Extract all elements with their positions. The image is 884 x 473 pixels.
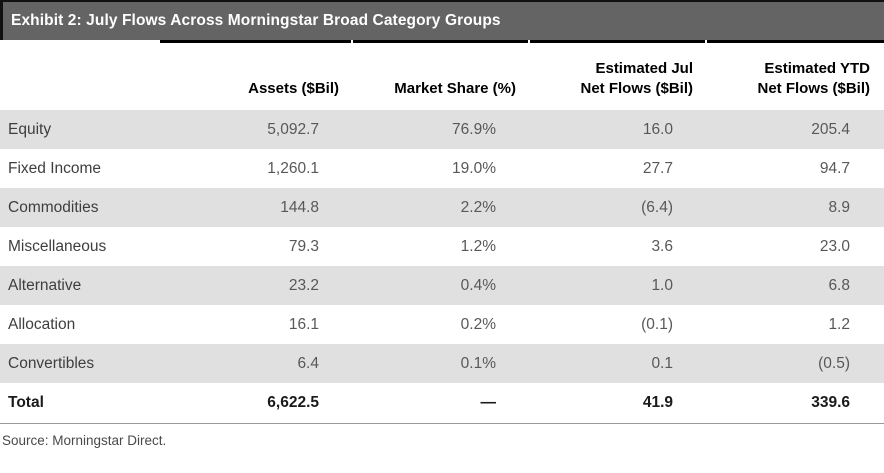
row-label: Convertibles [8,354,95,372]
header-line1: Estimated Jul [595,60,693,77]
rule-segment [707,40,884,43]
exhibit-title: Exhibit 2: July Flows Across Morningstar… [11,12,501,29]
table-cell-assets: 5,092.7 [267,120,319,138]
table-cell-assets: 16.1 [288,315,319,333]
header-line1: Estimated YTD [764,60,870,77]
table-cell-est_ytd_net_flows: 1.2 [828,315,850,333]
table-cell-est_jul_net_flows: 3.6 [651,237,673,255]
rule-segment [160,40,351,43]
table-cell-market_share: — [480,394,497,411]
table-row: Allocation 16.1 0.2% (0.1) 1.2 [0,305,884,344]
table-cell-est_jul_net_flows: 16.0 [642,120,673,138]
table-cell-assets: 1,260.1 [267,159,319,177]
table-cell-market_share: 19.0% [452,159,496,177]
header-line2: Net Flows ($Bil) [580,79,693,97]
row-label: Miscellaneous [8,237,107,255]
row-label: Equity [8,120,52,138]
table-cell-est_jul_net_flows: (0.1) [641,315,673,333]
table-cell-est_ytd_net_flows: 205.4 [811,120,850,138]
table-cell-est_ytd_net_flows: 8.9 [828,198,850,216]
exhibit-table: Exhibit 2: July Flows Across Morningstar… [0,0,884,448]
table-cell-est_jul_net_flows: 27.7 [642,159,673,177]
table-cell-market_share: 76.9% [452,120,496,138]
row-label: Fixed Income [8,159,102,177]
row-label: Alternative [8,276,82,294]
table-cell-market_share: 0.2% [460,315,496,333]
header-line2: Net Flows ($Bil) [757,79,870,97]
table-cell-market_share: 0.1% [460,354,496,372]
table-row: Miscellaneous 79.3 1.2% 3.6 23.0 [0,227,884,266]
exhibit-title-bar: Exhibit 2: July Flows Across Morningstar… [0,0,884,40]
table-cell-est_jul_net_flows: 1.0 [651,276,673,294]
table-row: Commodities 144.8 2.2% (6.4) 8.9 [0,188,884,227]
table-cell-est_jul_net_flows: 0.1 [651,354,673,372]
column-header-est-jul-net-flows: Estimated Jul Net Flows ($Bil) [530,59,707,98]
table-row-total: Total 6,622.5 — 41.9 339.6 [0,383,884,423]
table-row: Convertibles 6.4 0.1% 0.1 (0.5) [0,344,884,383]
table-row: Alternative 23.2 0.4% 1.0 6.8 [0,266,884,305]
footer-rule [0,423,884,424]
table-cell-market_share: 1.2% [460,237,496,255]
column-header-est-ytd-net-flows: Estimated YTD Net Flows ($Bil) [707,59,884,98]
table-cell-market_share: 0.4% [460,276,496,294]
table-body: Equity 5,092.7 76.9% 16.0 205.4 Fixed Income 1… [0,110,884,423]
table-cell-assets: 6.4 [297,354,319,372]
table-cell-market_share: 2.2% [460,198,496,216]
table-cell-assets: 23.2 [288,276,319,294]
table-cell-assets: 6,622.5 [267,394,319,411]
column-header-assets: Assets ($Bil) [248,79,339,97]
column-header-market-share: Market Share (%) [394,79,516,97]
table-cell-est_ytd_net_flows: 6.8 [828,276,850,294]
table-cell-est_ytd_net_flows: (0.5) [818,354,850,372]
table-cell-est_ytd_net_flows: 339.6 [811,394,850,411]
rule-segment [530,40,705,43]
column-top-rule [160,40,884,43]
table-cell-est_ytd_net_flows: 23.0 [819,237,850,255]
row-label: Total [8,394,44,411]
rule-segment [353,40,528,43]
row-label: Commodities [8,198,99,216]
table-row: Fixed Income 1,260.1 19.0% 27.7 94.7 [0,149,884,188]
table-row: Equity 5,092.7 76.9% 16.0 205.4 [0,110,884,149]
column-header-row: Assets ($Bil) Market Share (%) Estimated… [0,43,884,110]
table-cell-assets: 79.3 [288,237,319,255]
source-note: Source: Morningstar Direct. [2,433,167,448]
table-cell-assets: 144.8 [280,198,319,216]
table-cell-est_ytd_net_flows: 94.7 [819,159,850,177]
table-cell-est_jul_net_flows: (6.4) [641,198,673,216]
table-cell-est_jul_net_flows: 41.9 [642,394,673,411]
row-label: Allocation [8,315,76,333]
